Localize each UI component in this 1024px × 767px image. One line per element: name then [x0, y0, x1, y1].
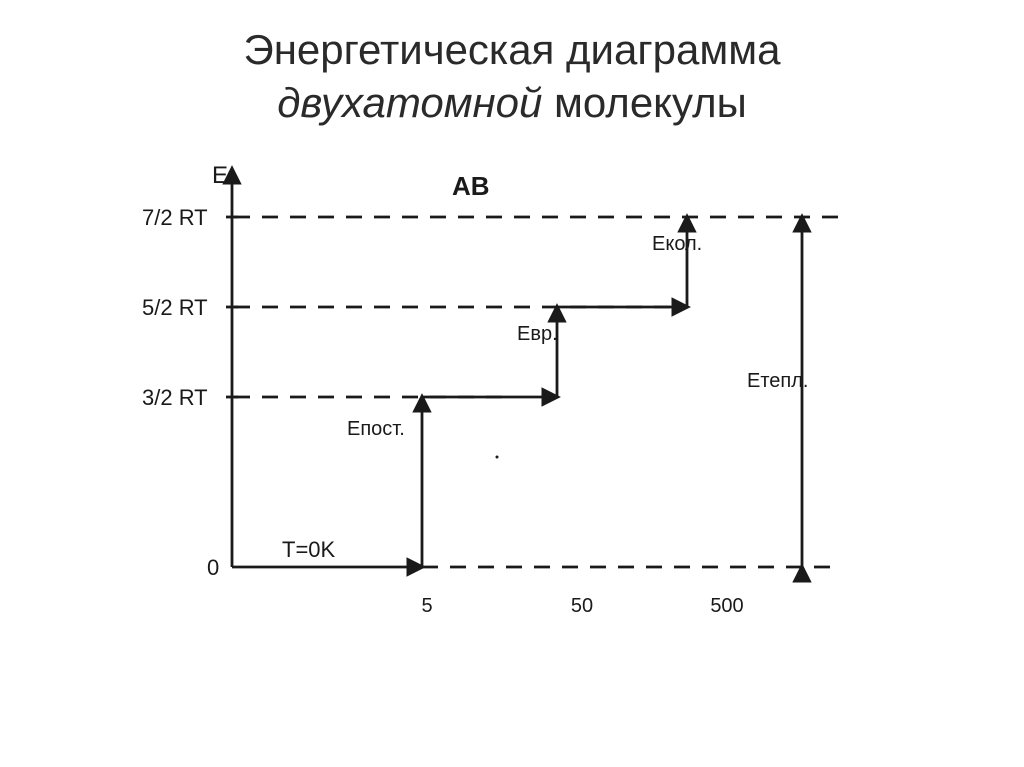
title-line2-italic: двухатомной — [277, 79, 542, 126]
svg-text:Eтепл.: Eтепл. — [747, 370, 808, 392]
svg-text:E: E — [212, 162, 228, 189]
page-title: Энергетическая диаграмма двухатомной мол… — [0, 0, 1024, 129]
diagram-svg: E T=0K AB 7/2 RT 5/2 RT 3/2 RT 0 Eпост. Eвр. Eкол… — [122, 157, 902, 637]
svg-text:7/2 RT: 7/2 RT — [142, 205, 208, 230]
svg-text:50: 50 — [571, 595, 593, 617]
title-line1: Энергетическая диаграмма — [244, 26, 781, 73]
svg-text:T=0K: T=0K — [282, 537, 336, 562]
svg-text:5: 5 — [421, 595, 432, 617]
title-line2-rest: молекулы — [542, 79, 746, 126]
svg-text:3/2 RT: 3/2 RT — [142, 385, 208, 410]
svg-text:Eвр.: Eвр. — [517, 323, 558, 345]
svg-text:500: 500 — [710, 595, 743, 617]
svg-text:AB: AB — [452, 171, 490, 201]
svg-text:5/2 RT: 5/2 RT — [142, 295, 208, 320]
svg-text:0: 0 — [207, 555, 219, 580]
svg-text:Eкол.: Eкол. — [652, 233, 702, 255]
energy-diagram: E T=0K AB 7/2 RT 5/2 RT 3/2 RT 0 Eпост. Eвр. Eкол… — [122, 157, 902, 637]
svg-text:Eпост.: Eпост. — [347, 418, 405, 440]
